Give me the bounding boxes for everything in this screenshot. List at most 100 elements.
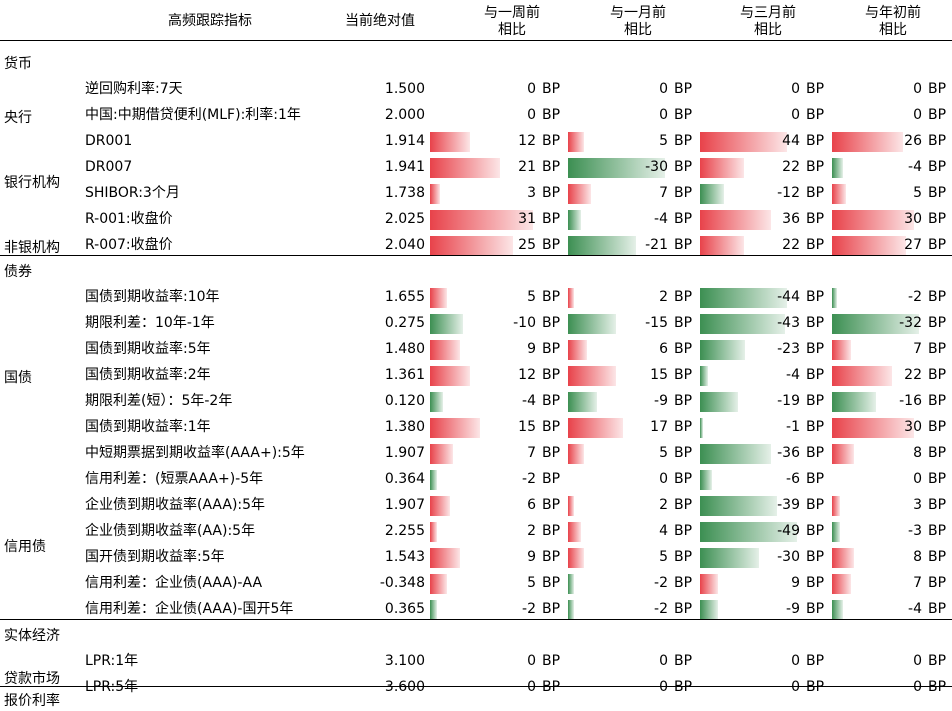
header-quarter-line1: 与三月前: [740, 5, 796, 21]
change-unit-month: BP: [674, 211, 693, 227]
header-current: 当前绝对值: [345, 13, 415, 29]
change-value-week: 9: [527, 549, 536, 565]
change-value-ytd: 30: [904, 419, 922, 435]
change-bar-month: [568, 210, 581, 230]
change-value-month: -2: [654, 601, 668, 617]
change-value-month: -15: [645, 315, 668, 331]
row-indicator: LPR:5年: [85, 679, 139, 695]
change-bar-week: [430, 444, 453, 464]
section-title: 债券: [4, 264, 32, 280]
group-label: 银行机构: [4, 175, 60, 191]
change-value-ytd: 0: [913, 107, 922, 123]
change-unit-month: BP: [674, 367, 693, 383]
bottom-border: [0, 686, 952, 687]
change-value-week: 0: [527, 81, 536, 97]
change-bar-ytd: [832, 496, 840, 516]
change-value-month: 15: [650, 367, 668, 383]
change-unit-week: BP: [542, 549, 561, 565]
change-value-ytd: 5: [913, 185, 922, 201]
rate-tracking-table: 高频跟踪指标 当前绝对值 与一周前 相比 与一月前 相比 与三月前 相比 与年初前 相比 货币 央行逆…: [0, 5, 952, 709]
change-value-quarter: 0: [791, 653, 800, 669]
change-value-ytd: 0: [913, 679, 922, 695]
change-unit-quarter: BP: [806, 315, 825, 331]
change-value-month: -30: [645, 159, 668, 175]
change-unit-quarter: BP: [806, 289, 825, 305]
change-value-ytd: -16: [899, 393, 922, 409]
change-bar-month: [568, 444, 584, 464]
row-indicator: R-001:收盘价: [85, 211, 173, 227]
group-label: 国债: [4, 370, 32, 386]
change-unit-quarter: BP: [806, 419, 825, 435]
change-unit-quarter: BP: [806, 653, 825, 669]
row-indicator: 期限利差：10年-1年: [85, 315, 215, 331]
change-bar-quarter: [700, 600, 718, 620]
change-bar-ytd: [832, 444, 854, 464]
change-value-week: 21: [518, 159, 536, 175]
change-unit-week: BP: [542, 497, 561, 513]
change-unit-week: BP: [542, 341, 561, 357]
change-value-ytd: 26: [904, 133, 922, 149]
change-value-month: -9: [654, 393, 668, 409]
change-unit-ytd: BP: [928, 393, 947, 409]
section-divider: [0, 255, 952, 256]
change-unit-week: BP: [542, 575, 561, 591]
row-current-value: 1.543: [384, 549, 425, 565]
change-unit-week: BP: [542, 445, 561, 461]
change-value-ytd: -3: [908, 523, 922, 539]
change-unit-ytd: BP: [928, 419, 947, 435]
change-bar-month: [568, 288, 574, 308]
change-value-month: 17: [650, 419, 668, 435]
row-current-value: 1.941: [384, 159, 425, 175]
change-bar-ytd: [832, 236, 906, 256]
change-unit-month: BP: [674, 575, 693, 591]
change-value-quarter: -30: [777, 549, 800, 565]
change-value-ytd: 3: [913, 497, 922, 513]
row-indicator: 信用利差：企业债(AAA)-AA: [85, 575, 263, 591]
change-bar-ytd: [832, 340, 851, 360]
row-current-value: 1.500: [384, 81, 425, 97]
change-unit-quarter: BP: [806, 133, 825, 149]
change-value-quarter: -4: [786, 367, 800, 383]
change-value-month: 0: [659, 653, 668, 669]
change-unit-quarter: BP: [806, 471, 825, 487]
change-value-week: 0: [527, 653, 536, 669]
change-bar-ytd: [832, 158, 843, 178]
change-value-week: 25: [518, 237, 536, 253]
change-value-quarter: -9: [786, 601, 800, 617]
change-unit-month: BP: [674, 445, 693, 461]
change-value-quarter: -1: [786, 419, 800, 435]
change-value-ytd: -32: [899, 315, 922, 331]
change-bar-week: [430, 132, 470, 152]
header-indicator: 高频跟踪指标: [168, 13, 252, 29]
row-current-value: 0.364: [384, 471, 425, 487]
change-unit-ytd: BP: [928, 185, 947, 201]
change-value-week: 2: [527, 523, 536, 539]
row-indicator: DR007: [85, 159, 133, 175]
change-value-ytd: -4: [908, 159, 922, 175]
change-bar-quarter: [700, 210, 771, 230]
change-unit-week: BP: [542, 393, 561, 409]
change-bar-ytd: [832, 132, 903, 152]
change-bar-week: [430, 210, 533, 230]
change-unit-quarter: BP: [806, 679, 825, 695]
section-divider: [0, 619, 952, 620]
change-value-ytd: 0: [913, 471, 922, 487]
change-value-month: 5: [659, 549, 668, 565]
row-current-value: 1.738: [384, 185, 425, 201]
change-unit-week: BP: [542, 601, 561, 617]
change-bar-month: [568, 418, 623, 438]
change-value-month: 6: [659, 341, 668, 357]
row-current-value: 0.275: [384, 315, 425, 331]
row-current-value: -0.348: [379, 575, 425, 591]
change-bar-week: [430, 574, 447, 594]
change-unit-month: BP: [674, 549, 693, 565]
change-unit-month: BP: [674, 81, 693, 97]
change-unit-ytd: BP: [928, 211, 947, 227]
change-value-month: 7: [659, 185, 668, 201]
change-value-month: 5: [659, 133, 668, 149]
change-unit-ytd: BP: [928, 523, 947, 539]
change-value-quarter: 36: [782, 211, 800, 227]
change-unit-ytd: BP: [928, 679, 947, 695]
change-value-month: 0: [659, 679, 668, 695]
change-unit-month: BP: [674, 497, 693, 513]
